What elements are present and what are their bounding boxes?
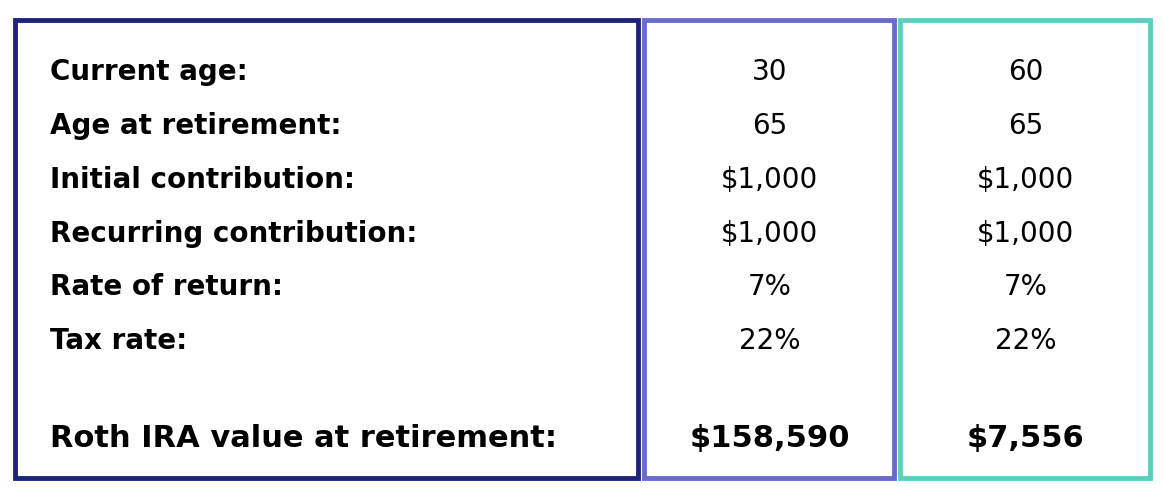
Text: 60: 60	[1008, 58, 1043, 86]
Text: Recurring contribution:: Recurring contribution:	[50, 220, 418, 248]
Text: 22%: 22%	[995, 327, 1056, 355]
Text: Initial contribution:: Initial contribution:	[50, 166, 355, 194]
Text: Rate of return:: Rate of return:	[50, 273, 283, 301]
Text: Age at retirement:: Age at retirement:	[50, 112, 341, 140]
Text: $1,000: $1,000	[977, 166, 1074, 194]
Text: $1,000: $1,000	[721, 166, 818, 194]
Text: 65: 65	[752, 112, 787, 140]
Text: 7%: 7%	[747, 273, 792, 301]
Text: $1,000: $1,000	[721, 220, 818, 248]
Text: Current age:: Current age:	[50, 58, 248, 86]
Text: $1,000: $1,000	[977, 220, 1074, 248]
Text: 22%: 22%	[739, 327, 800, 355]
Text: 65: 65	[1008, 112, 1043, 140]
FancyBboxPatch shape	[900, 20, 1150, 478]
Text: 30: 30	[752, 58, 787, 86]
FancyBboxPatch shape	[644, 20, 894, 478]
FancyBboxPatch shape	[15, 20, 638, 478]
Text: $158,590: $158,590	[689, 424, 850, 453]
Text: $7,556: $7,556	[966, 424, 1085, 453]
Text: Tax rate:: Tax rate:	[50, 327, 187, 355]
Text: 7%: 7%	[1003, 273, 1048, 301]
Text: Roth IRA value at retirement:: Roth IRA value at retirement:	[50, 424, 558, 453]
